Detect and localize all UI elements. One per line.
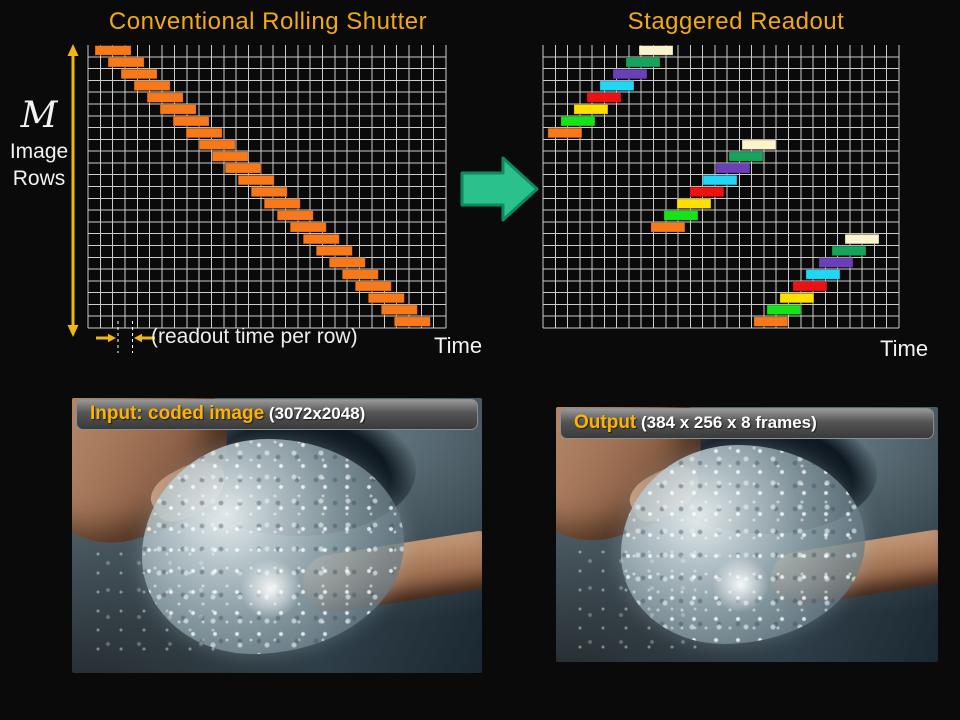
readout-block [263,198,301,209]
readout-block [844,233,880,245]
image-rows-line1: Image [9,140,69,163]
readout-block [159,104,197,115]
readout-block [741,139,777,150]
conventional-rolling-shutter-chart [67,44,447,353]
readout-block [663,210,699,221]
readout-block [185,127,223,139]
readout-block [380,304,418,316]
water-splash [620,445,866,645]
readout-block [120,68,158,80]
water-glint [711,556,771,613]
readout-block [689,186,725,198]
transform-arrow-icon [460,156,539,222]
readout-block [560,115,596,127]
readout-block [393,316,431,327]
readout-block [250,186,288,198]
droplet-spray [92,549,224,665]
readout-block [133,80,171,91]
readout-block [650,222,686,233]
arrow-up-icon [67,44,79,56]
arrow-right-icon [108,333,116,343]
image-rows-axis-label: M Image Rows [6,94,72,192]
right-chart-title: Staggered Readout [627,8,845,35]
readout-block [599,80,635,91]
readout-block [198,139,236,150]
readout-block [211,151,249,162]
water-glint [238,559,302,620]
readout-block [276,210,314,221]
input-caption-highlight: Input: coded image [90,403,265,424]
readout-block [805,269,841,280]
readout-block [367,292,405,304]
time-axis-label-left: Time [434,333,483,358]
readout-block [612,68,648,80]
readout-block [289,222,327,233]
time-axis-label-right: Time [880,336,929,361]
readout-block [766,304,802,316]
input-coded-image: Input: coded image (3072x2048) [72,398,482,673]
readout-block [715,163,751,174]
output-frames-image: Output (384 x 256 x 8 frames) [556,407,938,662]
readout-block [818,257,854,268]
readout-block [354,281,392,292]
readout-block [315,245,353,257]
image-rows-line2: Rows [12,167,66,190]
arrow-left-icon [134,333,142,343]
readout-block [328,257,366,268]
readout-block [676,198,712,209]
output-caption-bar: Output (384 x 256 x 8 frames) [560,408,934,439]
m-symbol: M [20,95,58,136]
readout-block [224,163,262,174]
readout-block [146,92,184,103]
droplet-spray [575,547,698,655]
readout-time-label: (readout time per row) [151,325,358,348]
readout-block [728,151,764,162]
input-caption-detail: (3072x2048) [264,404,366,423]
water-splash [141,439,405,654]
output-caption-highlight: Output [574,412,637,433]
readout-block [586,92,622,103]
readout-block [638,45,674,56]
readout-block [94,45,132,56]
readout-block [702,174,738,186]
readout-block [792,281,828,292]
readout-block [547,127,583,139]
output-caption-detail: (384 x 256 x 8 frames) [636,413,817,432]
readout-block [107,56,145,68]
arrow-down-icon [67,325,79,337]
readout-block [779,292,815,304]
readout-block [172,115,210,127]
readout-block [341,269,379,280]
staggered-readout-chart [542,45,900,329]
readout-block [302,233,340,245]
readout-block [753,316,789,327]
readout-block [831,245,867,257]
right-block-arrow-icon [460,156,539,222]
input-caption-bar: Input: coded image (3072x2048) [76,399,478,430]
readout-block [237,174,275,186]
left-chart-title: Conventional Rolling Shutter [108,8,428,35]
readout-block [625,56,661,68]
readout-block [573,104,609,115]
